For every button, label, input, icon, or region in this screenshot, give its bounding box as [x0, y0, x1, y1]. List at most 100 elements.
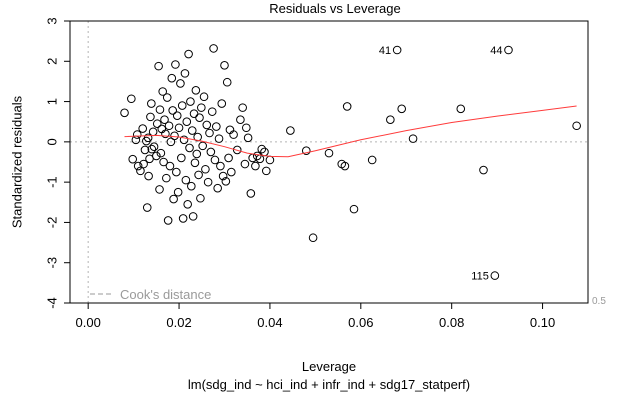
data-point	[220, 61, 229, 70]
outlier-label-41: 41	[379, 45, 391, 57]
data-point	[142, 203, 152, 212]
cooks-distance-legend: Cook's distance	[90, 287, 211, 302]
data-point	[214, 134, 224, 143]
data-point	[340, 161, 350, 171]
data-point	[221, 177, 231, 186]
data-point	[176, 79, 185, 88]
y-axis-title: Standardized residuals	[10, 95, 25, 228]
data-point	[349, 204, 359, 214]
data-point	[248, 153, 257, 163]
x-tick-label: 0.10	[530, 315, 555, 330]
data-point	[238, 103, 247, 112]
data-point	[301, 146, 311, 156]
smooth-line	[124, 105, 577, 158]
data-point	[205, 128, 214, 138]
plot-frame	[69, 20, 589, 304]
data-point	[212, 122, 221, 131]
data-point	[201, 164, 210, 174]
x-tick-label: 0.04	[257, 315, 282, 330]
x-tick-label: 0.00	[76, 315, 101, 330]
data-point	[227, 167, 236, 177]
data-point	[138, 124, 148, 133]
data-point	[342, 102, 352, 111]
data-point	[456, 104, 466, 114]
data-point	[149, 142, 159, 151]
data-point	[199, 92, 209, 102]
data-point	[232, 145, 242, 155]
data-point	[167, 73, 177, 83]
data-point	[178, 214, 188, 223]
data-point	[140, 145, 150, 155]
data-point	[170, 131, 179, 141]
data-point	[127, 94, 136, 104]
y-tick-label: -3	[45, 257, 60, 269]
data-point	[182, 117, 192, 127]
data-point	[177, 153, 186, 163]
data-point	[216, 161, 225, 171]
data-point	[367, 155, 377, 165]
data-point	[386, 115, 395, 124]
outlier-label-115: 115	[471, 271, 489, 283]
data-point	[148, 127, 158, 137]
data-point	[172, 111, 182, 120]
data-point	[189, 109, 199, 118]
data-point	[183, 200, 192, 209]
data-point	[144, 171, 153, 181]
data-point	[251, 161, 260, 171]
data-point	[120, 108, 129, 118]
data-point	[217, 99, 227, 108]
data-point	[188, 212, 198, 221]
data-point	[187, 126, 197, 135]
outlier-label-44: 44	[490, 45, 502, 57]
cooks-distance-legend-label: Cook's distance	[120, 287, 211, 302]
data-point	[147, 99, 156, 108]
data-point	[196, 193, 205, 203]
data-point	[198, 141, 207, 151]
data-point	[236, 115, 245, 124]
data-point	[246, 189, 256, 198]
y-tick-label: 2	[45, 58, 60, 65]
x-tick-label: 0.02	[166, 315, 191, 330]
data-point	[240, 159, 250, 169]
chart-title: Residuals vs Leverage	[269, 1, 401, 16]
data-point	[252, 151, 262, 161]
data-point	[155, 185, 164, 194]
data-point	[162, 173, 171, 183]
x-tick-label: 0.06	[348, 315, 373, 330]
data-point	[161, 129, 170, 139]
data-point	[184, 49, 193, 59]
outlier-point-44	[504, 45, 513, 55]
data-point	[192, 149, 202, 159]
data-points	[120, 44, 581, 280]
data-point	[202, 120, 212, 130]
data-point	[163, 216, 173, 225]
data-point	[154, 61, 163, 71]
y-tick-label: -2	[45, 217, 60, 229]
data-point	[218, 171, 228, 181]
data-point	[203, 177, 213, 187]
data-point	[207, 107, 217, 116]
outlier-point-41	[392, 45, 402, 55]
y-tick-label: 1	[45, 98, 60, 105]
data-point	[286, 126, 295, 135]
data-point	[197, 103, 206, 112]
y-axis: -4 -3 -2 -1 0 1 2 3	[45, 17, 70, 309]
data-point	[152, 151, 161, 161]
data-point	[229, 130, 238, 139]
data-point	[479, 165, 488, 175]
y-tick-label: 0	[45, 138, 60, 145]
data-point	[173, 187, 183, 197]
data-point	[160, 115, 169, 124]
data-point	[155, 105, 165, 114]
data-point	[158, 87, 167, 96]
data-point	[177, 101, 187, 110]
data-point	[128, 154, 138, 164]
data-point	[171, 60, 180, 69]
y-tick-label: -4	[45, 297, 60, 309]
data-point	[191, 85, 201, 95]
outlier-point-115	[490, 271, 500, 280]
data-point	[210, 155, 220, 165]
x-tick-label: 0.08	[439, 315, 464, 330]
data-point	[146, 112, 155, 122]
